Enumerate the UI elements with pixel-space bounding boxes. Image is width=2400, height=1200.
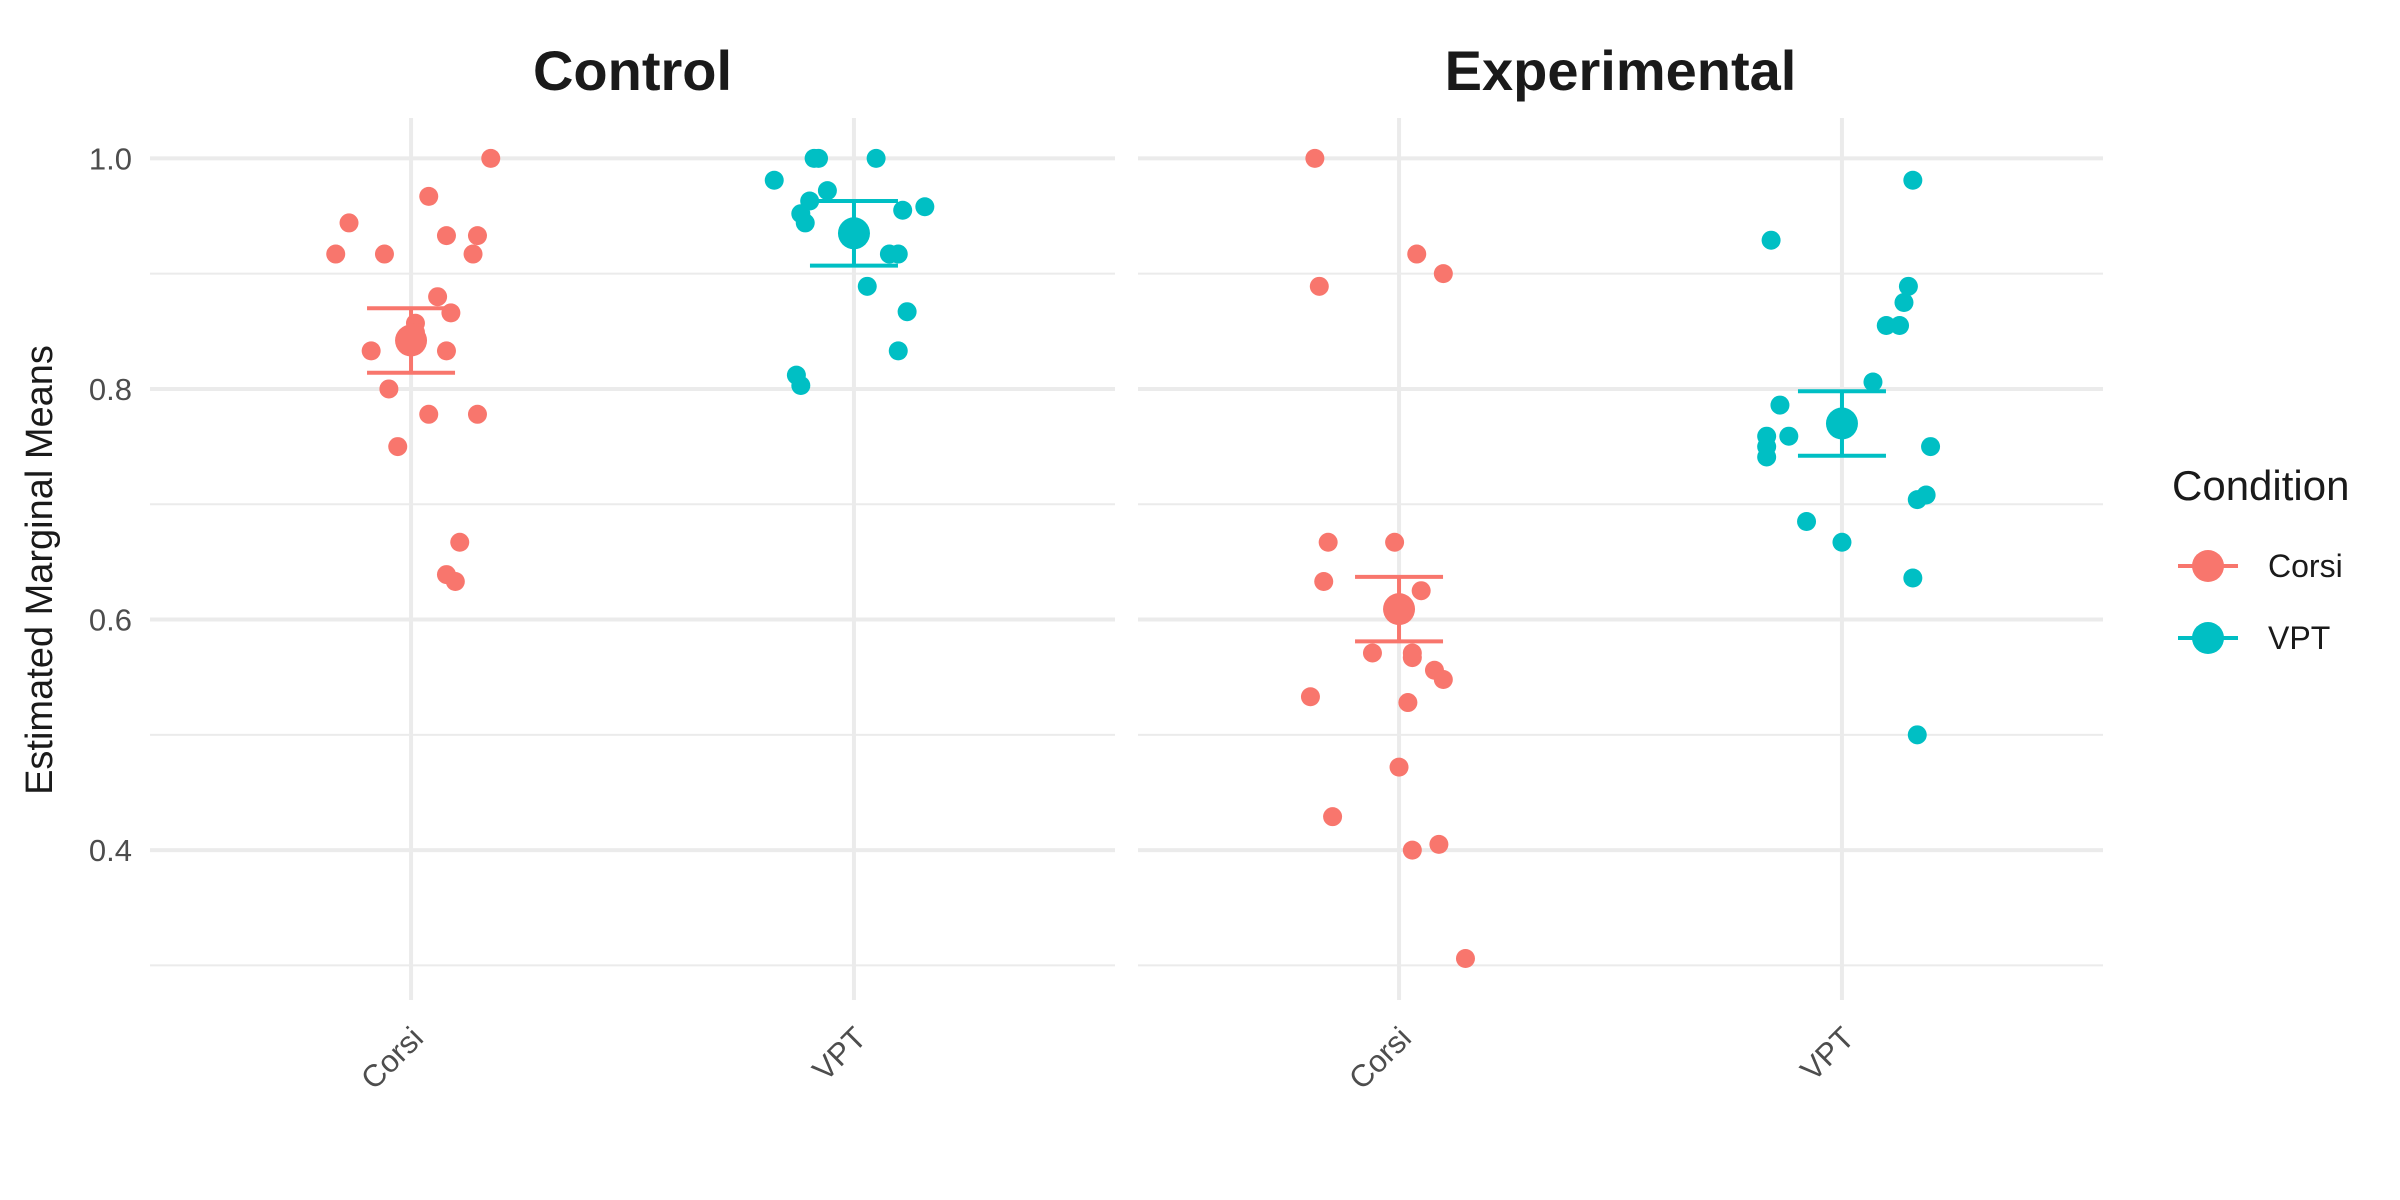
data-point xyxy=(326,244,346,264)
legend-label: VPT xyxy=(2268,620,2330,656)
data-point xyxy=(1898,276,1918,296)
y-tick-label: 0.4 xyxy=(89,833,132,868)
panel-title: Control xyxy=(533,39,732,102)
data-point xyxy=(857,276,877,296)
data-point xyxy=(339,213,359,233)
data-point xyxy=(1921,437,1941,457)
mean-point xyxy=(1383,593,1416,626)
data-point xyxy=(1455,948,1475,968)
data-point xyxy=(481,148,501,168)
data-point xyxy=(467,226,487,246)
x-tick-label: VPT xyxy=(806,1020,873,1087)
data-point xyxy=(1761,230,1781,250)
data-point xyxy=(467,404,487,424)
data-point xyxy=(428,287,448,307)
data-point xyxy=(1389,757,1409,777)
data-point xyxy=(817,181,837,201)
legend: Condition Corsi VPT xyxy=(2172,462,2349,656)
data-point xyxy=(1305,148,1325,168)
y-axis-title: Estimated Marginal Means xyxy=(19,345,61,795)
data-point xyxy=(463,244,483,264)
mean-point xyxy=(837,217,870,250)
gridlines xyxy=(150,118,2103,1000)
data-point xyxy=(897,302,917,322)
data-point xyxy=(1411,581,1431,601)
data-point xyxy=(888,244,908,264)
data-point xyxy=(1757,447,1777,467)
data-point xyxy=(374,244,394,264)
data-point xyxy=(450,532,470,552)
data-point xyxy=(1876,316,1896,336)
data-point xyxy=(436,226,456,246)
panel-title: Experimental xyxy=(1445,39,1797,102)
data-point xyxy=(1429,834,1449,854)
data-point xyxy=(809,148,829,168)
data-point xyxy=(915,197,935,217)
data-point xyxy=(1398,693,1418,713)
data-point xyxy=(1907,490,1927,510)
data-point xyxy=(1903,568,1923,588)
data-point xyxy=(445,571,465,591)
y-tick-label: 1.0 xyxy=(89,141,132,176)
y-tick-label: 0.8 xyxy=(89,372,132,407)
data-point xyxy=(1433,669,1453,689)
x-tick-label: Corsi xyxy=(1342,1020,1418,1096)
data-point xyxy=(893,200,913,220)
data-point xyxy=(1907,725,1927,745)
data-point xyxy=(1314,571,1334,591)
data-point xyxy=(764,170,784,190)
data-point xyxy=(866,148,886,168)
data-point xyxy=(379,379,399,399)
data-point xyxy=(1323,807,1343,827)
data-point xyxy=(1770,395,1790,415)
data-point xyxy=(888,341,908,361)
data-point xyxy=(361,341,381,361)
legend-title: Condition xyxy=(2172,462,2349,509)
data-point xyxy=(419,404,439,424)
chart-text: Estimated Marginal Means Control Corsi VPT… xyxy=(19,39,1861,1096)
y-tick-label: 0.6 xyxy=(89,603,132,638)
data-point xyxy=(1894,292,1914,312)
data-point xyxy=(1797,512,1817,532)
data-point xyxy=(1362,643,1382,663)
x-tick-label: VPT xyxy=(1794,1020,1861,1087)
data-point xyxy=(1402,840,1422,860)
mean-point xyxy=(395,324,428,357)
data-point xyxy=(1385,532,1405,552)
data-point xyxy=(1433,264,1453,284)
data-point xyxy=(1407,244,1427,264)
data-point xyxy=(1300,687,1320,707)
data-point xyxy=(1863,372,1883,392)
data-point xyxy=(419,186,439,206)
data-point xyxy=(795,213,815,233)
mean-point xyxy=(1825,407,1858,440)
data-point xyxy=(1318,532,1338,552)
data-point xyxy=(1779,426,1799,446)
data-point xyxy=(1832,532,1852,552)
legend-key-point xyxy=(2192,622,2224,654)
data-point xyxy=(441,303,461,323)
data-point xyxy=(1309,276,1329,296)
x-tick-label: Corsi xyxy=(354,1020,430,1096)
data-point xyxy=(1890,316,1910,336)
data-point xyxy=(388,437,408,457)
legend-key-point xyxy=(2192,550,2224,582)
chart-marks xyxy=(326,148,1941,968)
legend-label: Corsi xyxy=(2268,548,2343,584)
data-point xyxy=(1903,170,1923,190)
data-point xyxy=(436,341,456,361)
data-point xyxy=(1402,648,1422,668)
data-point xyxy=(791,375,811,395)
